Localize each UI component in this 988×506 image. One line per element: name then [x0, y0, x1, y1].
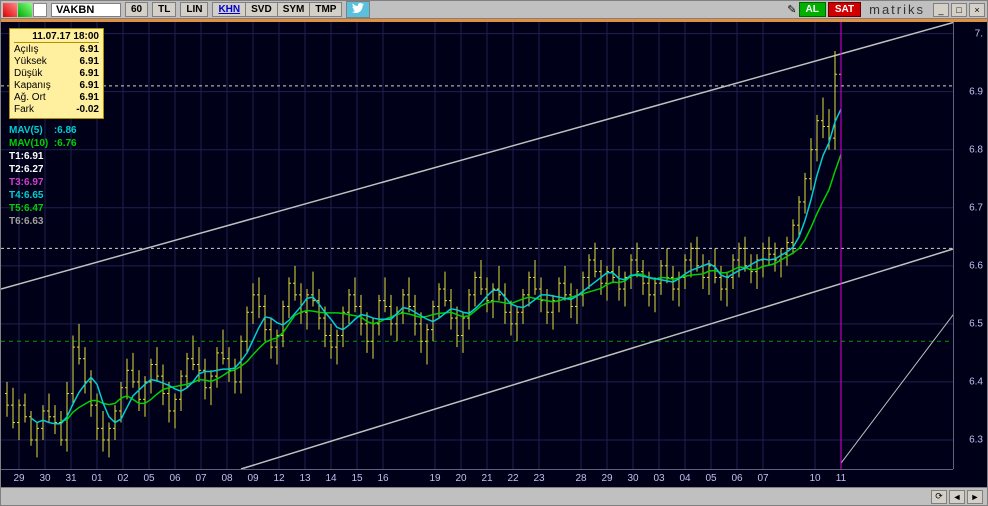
twitter-button[interactable]: [346, 1, 370, 18]
open-label: Açılış: [14, 44, 38, 56]
x-tick: 19: [429, 473, 440, 484]
y-tick: 6.5: [969, 318, 983, 329]
low-label: Düşük: [14, 68, 42, 80]
chart-area[interactable]: 11.07.17 18:00 Açılış 6.91 Yüksek 6.91 Düş…: [1, 22, 987, 487]
x-tick: 11: [836, 473, 846, 484]
indicator-line: T4:6.65: [9, 189, 77, 202]
app-icon-3: [33, 3, 47, 17]
indicator-line: T3:6.97: [9, 176, 77, 189]
x-tick: 05: [143, 473, 154, 484]
x-tick: 06: [731, 473, 742, 484]
x-tick: 31: [65, 473, 76, 484]
x-tick: 07: [195, 473, 206, 484]
sym-button[interactable]: SYM: [278, 2, 311, 17]
pencil-icon[interactable]: ✎: [787, 3, 796, 16]
x-tick: 21: [481, 473, 492, 484]
diff-value: -0.02: [76, 104, 99, 116]
y-axis: 6.3 6.4 6.5 6.6 6.7 6.8 6.9 7.: [953, 22, 987, 469]
x-tick: 29: [13, 473, 24, 484]
x-tick: 08: [221, 473, 232, 484]
titlebar-right: ✎ AL SAT matriks _ □ ×: [787, 2, 985, 17]
x-tick: 05: [705, 473, 716, 484]
maximize-button[interactable]: □: [951, 3, 967, 17]
refresh-button[interactable]: ⟳: [931, 490, 947, 504]
tmp-button[interactable]: TMP: [310, 2, 342, 17]
x-tick: 13: [299, 473, 310, 484]
x-tick: 30: [39, 473, 50, 484]
y-tick: 7.: [975, 28, 983, 39]
x-axis: 29 30 31 01 02 05 06 07 08 09 12 13 14 15 16 19 20 21 22 23…: [1, 469, 953, 487]
x-tick: 23: [533, 473, 544, 484]
ohlc-panel: 11.07.17 18:00 Açılış 6.91 Yüksek 6.91 Düş…: [9, 28, 104, 119]
price-chart: [1, 22, 955, 469]
x-tick: 10: [809, 473, 820, 484]
high-label: Yüksek: [14, 56, 47, 68]
x-tick: 15: [351, 473, 362, 484]
buy-button[interactable]: AL: [799, 2, 826, 17]
diff-label: Fark: [14, 104, 34, 116]
x-tick: 30: [627, 473, 638, 484]
indicator-line: T5:6.47: [9, 202, 77, 215]
khn-button[interactable]: KHN: [212, 2, 246, 17]
x-tick: 20: [455, 473, 466, 484]
close-button[interactable]: ×: [969, 3, 985, 17]
ticker-input[interactable]: VAKBN: [51, 3, 121, 17]
indicator-panel: MAV(5) :6.86MAV(10) :6.76T1:6.91T2:6.27T…: [9, 124, 77, 228]
titlebar-left: VAKBN 60 TL LIN KHN SVD SYM TMP: [3, 1, 370, 18]
x-tick: 22: [507, 473, 518, 484]
wavg-label: Ağ. Ort: [14, 92, 46, 104]
x-tick: 16: [377, 473, 388, 484]
y-tick: 6.9: [969, 86, 983, 97]
x-tick: 02: [117, 473, 128, 484]
high-value: 6.91: [80, 56, 99, 68]
open-value: 6.91: [80, 44, 99, 56]
x-tick: 04: [679, 473, 690, 484]
x-tick: 29: [601, 473, 612, 484]
app-window: VAKBN 60 TL LIN KHN SVD SYM TMP: [0, 0, 988, 506]
indicator-line: T2:6.27: [9, 163, 77, 176]
wavg-value: 6.91: [80, 92, 99, 104]
indicator-line: MAV(10) :6.76: [9, 137, 77, 150]
twitter-icon: [352, 3, 364, 13]
y-tick: 6.7: [969, 202, 983, 213]
y-tick: 6.4: [969, 376, 983, 387]
app-icon-2: [18, 3, 32, 17]
minimize-button[interactable]: _: [933, 3, 949, 17]
brand-label: matriks: [869, 2, 925, 17]
low-value: 6.91: [80, 68, 99, 80]
close-label: Kapanış: [14, 80, 51, 92]
y-tick: 6.6: [969, 260, 983, 271]
period-button[interactable]: 60: [125, 2, 148, 17]
y-tick: 6.8: [969, 144, 983, 155]
y-tick: 6.3: [969, 434, 983, 445]
x-tick: 14: [325, 473, 336, 484]
scroll-left-button[interactable]: ◄: [949, 490, 965, 504]
app-icon-1: [3, 3, 17, 17]
statusbar: ⟳ ◄ ►: [1, 487, 987, 505]
x-tick: 28: [575, 473, 586, 484]
x-tick: 01: [91, 473, 102, 484]
sell-button[interactable]: SAT: [828, 2, 861, 17]
titlebar: VAKBN 60 TL LIN KHN SVD SYM TMP: [1, 1, 987, 19]
indicator-line: T6:6.63: [9, 215, 77, 228]
x-tick: 09: [247, 473, 258, 484]
close-value: 6.91: [80, 80, 99, 92]
indicator-line: T1:6.91: [9, 150, 77, 163]
chart-type-button[interactable]: LIN: [180, 2, 208, 17]
x-tick: 12: [273, 473, 284, 484]
currency-button[interactable]: TL: [152, 2, 176, 17]
scroll-right-button[interactable]: ►: [967, 490, 983, 504]
svd-button[interactable]: SVD: [246, 2, 278, 17]
x-tick: 03: [653, 473, 664, 484]
x-tick: 06: [169, 473, 180, 484]
ohlc-datetime: 11.07.17 18:00: [14, 31, 99, 43]
indicator-line: MAV(5) :6.86: [9, 124, 77, 137]
x-tick: 07: [757, 473, 768, 484]
